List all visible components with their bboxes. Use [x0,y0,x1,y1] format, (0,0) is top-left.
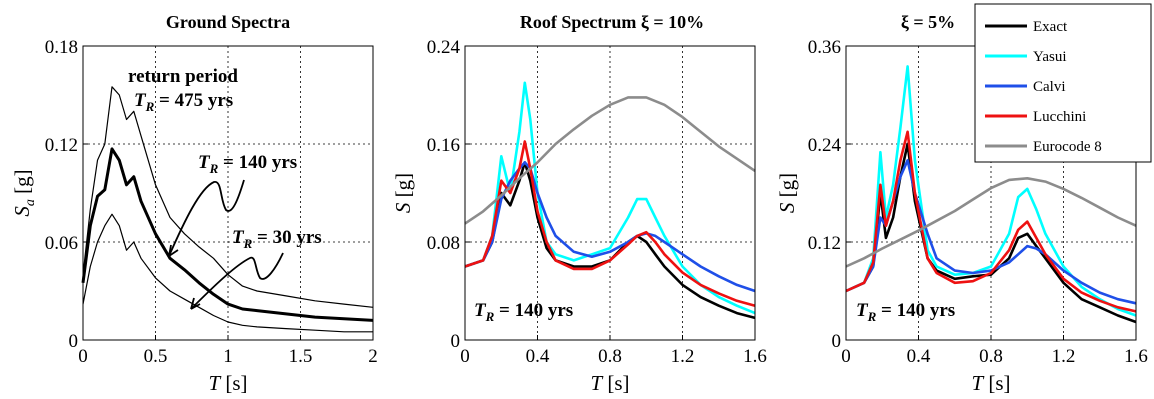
legend-calvi-label: Calvi [1033,79,1066,95]
panel-1-grid [83,46,373,340]
x-tick-label: 1 [223,346,233,367]
panel-3-xlabel: T [s] [971,371,1010,395]
panel-1-ticks: 0 0.5 1 1.5 2 0 0.06 0.12 0.18 [45,37,378,367]
panel-3-title: ξ = 5% [901,12,955,33]
panel-2-annotation: TR = 140 yrs [474,300,573,324]
panel-1-title: Ground Spectra [166,12,290,32]
panel-2-ylabel: S [g] [391,173,415,213]
annotation-tr-475: TR = 475 yrs [134,90,233,114]
x-tick-label: 0.8 [979,346,1003,367]
y-tick-label: 0.24 [808,135,842,156]
annotation-return-period: return period [128,66,238,87]
y-tick-label: 0.12 [45,135,78,156]
x-tick-label: 1.2 [1052,346,1076,367]
x-tick-label: 0.4 [526,346,550,367]
y-tick-label: 0.16 [427,135,460,156]
arrowhead-tr-30 [190,297,201,310]
panel-1-ylabel: Sa [g] [10,169,38,216]
legend-yasui-label: Yasui [1033,49,1067,65]
annotation-tr-30: TR = 30 yrs [232,227,322,251]
arrowhead-tr-140 [168,244,179,257]
panel-2-grid [465,46,755,340]
y-tick-label: 0.18 [45,37,78,58]
panel-roof-spectrum-5: ξ = 5% 0 0.4 0.8 1.2 1.6 0 0.12 0.24 0.36 TR = 1… [775,12,1148,395]
panel-ground-spectra: Ground Spectra 0 0.5 1 1.5 2 0 0.06 0.12 0.18 re… [10,12,378,395]
x-tick-label: 2 [368,346,378,367]
x-tick-label: 0.4 [907,346,931,367]
x-tick-label: 0 [841,346,851,367]
legend: Exact Yasui Calvi Lucchini Eurocode 8 [974,3,1152,163]
y-tick-label: 0.12 [808,233,841,254]
series-eurocode-8 [845,177,1137,268]
x-tick-label: 1.2 [671,346,695,367]
x-tick-label: 1.6 [1124,346,1148,367]
legend-lucchini-label: Lucchini [1033,109,1086,125]
x-tick-label: 0 [78,346,88,367]
y-tick-label: 0.24 [427,37,461,58]
panel-1-xlabel: T [s] [208,371,247,395]
panel-3-annotation: TR = 140 yrs [856,300,955,324]
y-tick-label: 0 [832,331,842,352]
legend-items: Exact Yasui Calvi Lucchini Eurocode 8 [985,19,1102,155]
series-exact [464,161,756,320]
series-exact [845,142,1137,324]
panel-3-ylabel: S [g] [775,173,799,213]
panel-3-lines [845,65,1137,324]
legend-exact-label: Exact [1033,19,1068,35]
panel-2-lines [464,81,756,320]
y-tick-label: 0.36 [808,37,841,58]
series-lucchini [464,140,756,307]
series-line [82,86,374,308]
legend-eurocode-8-label: Eurocode 8 [1033,139,1102,155]
panel-roof-spectrum-10: Roof Spectrum ξ = 10% 0 0.4 0.8 1.2 1.6 0 0.08… [391,12,767,395]
panel-3-ticks: 0 0.4 0.8 1.2 1.6 0 0.12 0.24 0.36 [808,37,1148,367]
y-tick-label: 0 [69,331,79,352]
y-tick-label: 0.08 [427,233,460,254]
series-line [82,213,373,333]
y-tick-label: 0 [451,331,461,352]
series-yasui [845,65,1137,317]
series-eurocode-8 [464,96,756,225]
x-tick-label: 1.6 [743,346,767,367]
panel-2-xlabel: T [s] [590,371,629,395]
panel-2-title: Roof Spectrum ξ = 10% [520,12,704,33]
annotation-arrows [168,179,284,310]
panel-2-ticks: 0 0.4 0.8 1.2 1.6 0 0.08 0.16 0.24 [427,37,767,367]
arrow-tr-140 [168,179,245,257]
annotation-tr-140: TR = 140 yrs [198,152,297,176]
x-tick-label: 1.5 [289,346,313,367]
x-tick-label: 0.5 [144,346,168,367]
x-tick-label: 0 [460,346,470,367]
series-calvi [464,161,756,293]
series-lucchini [845,130,1137,313]
legend-box [974,3,1152,163]
arrow-tr-30 [190,252,284,310]
series-line [81,147,374,322]
panel-1-lines [81,86,374,333]
y-tick-label: 0.06 [45,233,78,254]
x-tick-label: 0.8 [598,346,622,367]
